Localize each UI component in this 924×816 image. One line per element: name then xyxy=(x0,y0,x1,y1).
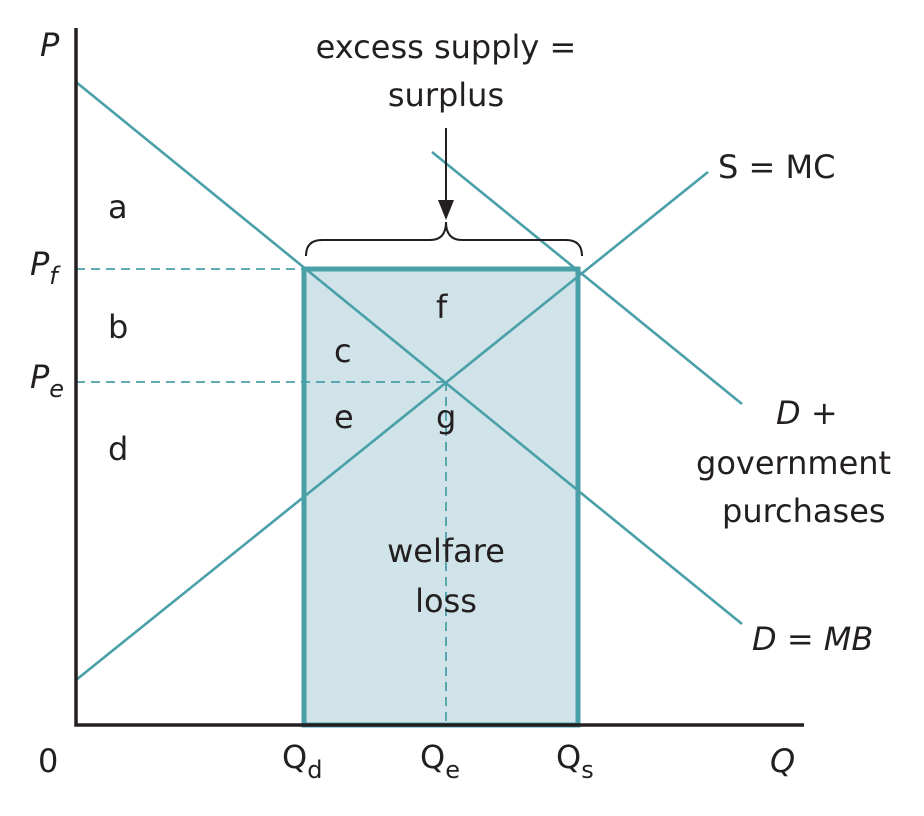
qd-label-main: Q xyxy=(282,738,307,776)
qs-label-main: Q xyxy=(556,738,581,776)
pf-label: Pf xyxy=(30,245,61,290)
region-e: e xyxy=(334,398,354,436)
welfare-loss-label-2: loss xyxy=(415,582,477,620)
surplus-brace xyxy=(305,221,583,257)
demand-gov-label-1: D + xyxy=(776,394,838,432)
qe-label: Qe xyxy=(420,738,460,784)
welfare-loss-area xyxy=(301,266,581,728)
demand-curve xyxy=(75,80,743,626)
supply-curve xyxy=(75,170,709,682)
pf-label-sub: f xyxy=(49,262,61,290)
demand-label: D = MB xyxy=(752,620,873,658)
qs-label-sub: s xyxy=(581,756,594,784)
pe-label-main: P xyxy=(30,358,50,396)
axes xyxy=(74,28,804,727)
x-axis-label: Q xyxy=(770,742,795,780)
qd-label-sub: d xyxy=(307,756,322,784)
qe-label-sub: e xyxy=(445,756,460,784)
demand-gov-label-2: government xyxy=(696,444,891,482)
region-f: f xyxy=(436,288,448,326)
surplus-annotation-1: excess supply = xyxy=(316,28,577,66)
demand-gov-curve xyxy=(431,150,743,406)
region-g: g xyxy=(436,398,456,436)
surplus-annotation-2: surplus xyxy=(388,76,504,114)
pe-label: Pe xyxy=(30,358,64,403)
origin-label: 0 xyxy=(38,742,58,780)
region-d: d xyxy=(108,430,128,468)
demand-gov-label-3: purchases xyxy=(722,492,886,530)
region-a: a xyxy=(108,188,128,226)
qd-label: Qd xyxy=(282,738,322,784)
qs-label: Qs xyxy=(556,738,594,784)
surplus-arrow-head xyxy=(438,200,454,220)
pe-label-sub: e xyxy=(49,375,64,403)
y-axis-label: P xyxy=(40,26,60,64)
region-b: b xyxy=(108,308,128,346)
region-c: c xyxy=(334,332,352,370)
welfare-loss-label-1: welfare xyxy=(387,532,505,570)
qe-label-main: Q xyxy=(420,738,445,776)
pf-label-main: P xyxy=(30,245,50,283)
supply-label: S = MC xyxy=(718,148,835,186)
